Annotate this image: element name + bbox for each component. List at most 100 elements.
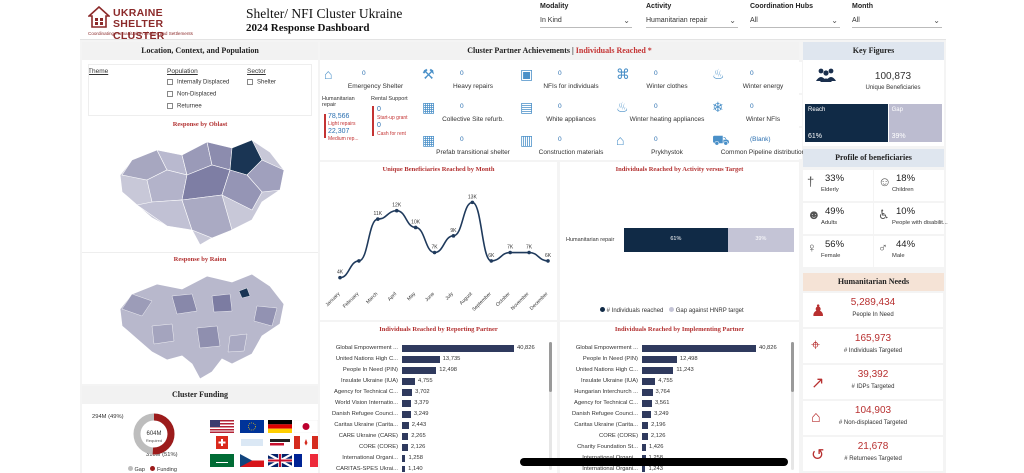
filter-coordination-hubs[interactable]: Coordination Hubs All ⌄ — [750, 3, 840, 36]
line-point[interactable] — [394, 208, 399, 213]
raion-region[interactable] — [227, 333, 248, 353]
bar-row[interactable]: Global Empowerment ... 40,826 — [566, 344, 788, 353]
line-point[interactable] — [451, 234, 456, 238]
funding-donut-chart[interactable]: 604M Required — [132, 412, 176, 456]
bar[interactable] — [402, 356, 440, 363]
bar-row[interactable]: Insulate Ukraine (IUA) 4,755 — [566, 377, 788, 386]
scrollbar-track[interactable] — [549, 342, 552, 470]
bar-row[interactable]: United Nations High C... 11,243 — [566, 366, 788, 375]
raion-region-highlighted[interactable] — [238, 287, 251, 299]
bar-row[interactable]: Hungarian Interchurch ... 3,764 — [566, 388, 788, 397]
bar[interactable] — [642, 411, 652, 418]
line-point[interactable] — [470, 200, 475, 205]
oblast-region[interactable] — [246, 159, 285, 193]
achievement-tile[interactable]: ▤ 0 White appliances — [516, 95, 610, 126]
checkbox[interactable] — [167, 91, 173, 97]
achievement-tile[interactable]: ⌂ 0 Prykhystok — [612, 128, 706, 159]
raion-region[interactable] — [253, 305, 278, 327]
filter-month[interactable]: Month All ⌄ — [852, 3, 942, 36]
bar-row[interactable]: Caritas Ukraine (Carita... 2,443 — [326, 421, 546, 430]
bar[interactable] — [642, 433, 648, 440]
bar-row[interactable]: Charity Foundation St... 1,426 — [566, 443, 788, 452]
sector-option-shelter[interactable]: Shelter — [247, 79, 276, 86]
bar[interactable] — [642, 400, 652, 407]
line-point[interactable] — [432, 250, 437, 255]
population-option-nondisplaced[interactable]: Non-Displaced — [167, 91, 216, 98]
bar-row[interactable]: Agency for Technical C... 3,702 — [326, 388, 546, 397]
scrollbar-track[interactable] — [791, 342, 794, 470]
bar[interactable] — [642, 367, 674, 374]
bar[interactable] — [402, 422, 409, 429]
scrollbar-thumb[interactable] — [549, 342, 552, 392]
bar[interactable] — [402, 444, 408, 451]
population-option-idp[interactable]: Internally Displaced — [167, 79, 229, 86]
raion-region[interactable] — [171, 293, 198, 315]
bar-row[interactable]: People In Need (PIN) 12,498 — [326, 366, 546, 375]
activity-stacked-bar[interactable]: 61% 39% — [624, 228, 794, 252]
achievement-tile[interactable]: ⛟ (Blank) Common Pipeline distribution — [708, 128, 805, 159]
line-point[interactable] — [413, 225, 418, 230]
checkbox[interactable] — [167, 79, 173, 85]
line-point[interactable] — [338, 275, 342, 280]
raion-map[interactable] — [112, 266, 292, 381]
bar[interactable] — [642, 466, 646, 472]
bar[interactable] — [642, 378, 656, 385]
achievement-tile[interactable]: ❄ 0 Winter NFIs — [708, 95, 802, 126]
line-point[interactable] — [508, 250, 512, 255]
filter-activity-select[interactable]: Humanitarian repair ⌄ — [646, 15, 738, 28]
checkbox[interactable] — [167, 103, 173, 109]
oblast-region[interactable] — [136, 199, 193, 231]
bar-row[interactable]: Danish Refugee Counci... 3,249 — [566, 410, 788, 419]
checkbox[interactable] — [247, 79, 253, 85]
bar[interactable] — [642, 356, 677, 363]
theme-filter-label[interactable]: Theme — [88, 68, 109, 75]
filter-month-select[interactable]: All ⌄ — [852, 15, 942, 28]
bar-row[interactable]: CARITAS-SPES Ukrai... 1,140 — [326, 465, 546, 472]
bar[interactable] — [402, 455, 406, 462]
bar[interactable] — [402, 378, 416, 385]
donut-funding-arc[interactable] — [133, 413, 175, 455]
line-point[interactable] — [489, 259, 494, 263]
gap-segment[interactable]: Gap 39% — [888, 104, 942, 142]
bar-segment-reached[interactable]: 61% — [624, 228, 728, 252]
achievement-tile[interactable]: ⌂ 0 Emergency Shelter — [320, 62, 415, 93]
bar[interactable] — [642, 345, 756, 352]
rental-support-card[interactable]: Rental Support 0 Start-up grant 0 Cash f… — [369, 94, 417, 144]
oblast-region[interactable] — [181, 194, 233, 239]
bar-row[interactable]: People In Need (PIN) 12,498 — [566, 355, 788, 364]
oblast-map[interactable] — [112, 130, 292, 250]
achievement-tile[interactable]: ▥ 0 Construction materials — [516, 128, 610, 159]
bar-row[interactable]: International Organi... 1,258 — [326, 454, 546, 463]
implementing-partner-bars[interactable]: Global Empowerment ... 40,826 People In Ne… — [566, 344, 788, 472]
line-point[interactable] — [546, 259, 550, 263]
reach-segment[interactable]: Reach 61% — [805, 104, 888, 142]
bar[interactable] — [402, 345, 514, 352]
reach-gap-bar[interactable]: Reach 61% Gap 39% — [805, 104, 942, 142]
bar-segment-gap[interactable]: 39% — [727, 228, 794, 252]
line-point[interactable] — [376, 217, 380, 221]
filter-modality[interactable]: Modality In Kind ⌄ — [540, 3, 632, 36]
bar-row[interactable]: Insulate Ukraine (IUA) 4,755 — [326, 377, 546, 386]
line-point[interactable] — [357, 259, 361, 263]
bar[interactable] — [642, 422, 649, 429]
bar-row[interactable]: Global Empowerment ... 40,826 — [326, 344, 546, 353]
filter-hubs-select[interactable]: All ⌄ — [750, 15, 840, 28]
achievement-tile[interactable]: ⚒ 0 Heavy repairs — [418, 62, 512, 93]
bar[interactable] — [642, 389, 653, 396]
bar[interactable] — [402, 389, 413, 396]
bar[interactable] — [402, 367, 437, 374]
bar[interactable] — [642, 444, 646, 451]
raion-region[interactable] — [121, 293, 153, 317]
bar[interactable] — [402, 400, 412, 407]
filter-modality-select[interactable]: In Kind ⌄ — [540, 15, 632, 28]
achievement-tile[interactable]: ♨ 0 Winter energy — [708, 62, 802, 93]
bar[interactable] — [402, 433, 409, 440]
humanitarian-repair-card[interactable]: Humanitarian repair 78,566 Light repairs… — [320, 94, 368, 144]
scrollbar-thumb[interactable] — [791, 342, 794, 392]
bar-row[interactable]: Caritas Ukraine (Carita... 2,196 — [566, 421, 788, 430]
achievement-tile[interactable]: ♨ 0 Winter heating appliances — [612, 95, 706, 126]
oblast-region[interactable] — [221, 169, 263, 211]
filter-activity[interactable]: Activity Humanitarian repair ⌄ — [646, 3, 738, 36]
achievement-tile[interactable]: ▦ 0 Prefab transitional shelter — [418, 128, 512, 159]
bar-row[interactable]: Agency for Technical C... 3,561 — [566, 399, 788, 408]
